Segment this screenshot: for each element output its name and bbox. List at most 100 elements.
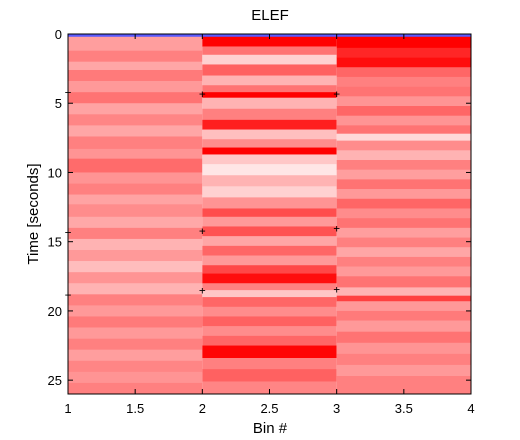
heatmap-cell-bin2-row14 xyxy=(202,147,337,155)
y-tick-label: 25 xyxy=(48,373,62,388)
heatmap-cell-bin3-row11 xyxy=(336,125,471,134)
heatmap-cell-bin2-row26 xyxy=(202,265,337,274)
heatmap-cell-bin2-row21 xyxy=(202,216,337,227)
boundary-marker: + xyxy=(333,222,340,235)
heatmap-cell-bin2-row28 xyxy=(202,283,337,291)
x-tick-label: 4 xyxy=(467,401,474,416)
heatmap-cell-bin2-row16 xyxy=(202,164,337,176)
heatmap-cell-bin3-row37 xyxy=(336,376,471,395)
heatmap-cell-bin3-row36 xyxy=(336,364,471,377)
heatmap-cell-bin1-row28 xyxy=(68,327,203,339)
x-axis-ticks: 1 1.5 2 2.5 3 3.5 4 xyxy=(64,34,475,416)
heatmap-cell-bin1-row17 xyxy=(68,204,203,218)
heatmap-cell-bin3-row14 xyxy=(336,150,471,161)
y-axis-label: Time [seconds] xyxy=(25,163,42,264)
heatmap-cell-bin1-row7 xyxy=(68,92,203,104)
heatmap-cell-bin2-row15 xyxy=(202,154,337,165)
heatmap-cell-bin2-row34 xyxy=(202,335,337,346)
heatmap-cell-bin3-row16 xyxy=(336,169,471,180)
heatmap-cell-bin3-row29 xyxy=(336,295,471,302)
heatmap-cell-bin3-row25 xyxy=(336,256,471,267)
heatmap-cell-bin2-row35 xyxy=(202,345,337,359)
heatmap-cell-bin2-row27 xyxy=(202,273,337,284)
heatmap-cell-bin2-row32 xyxy=(202,316,337,327)
heatmap-cell-bin1-row4 xyxy=(68,61,203,71)
heatmap-cell-bin1-row2 xyxy=(68,36,203,51)
heatmap-cell-bin2-row3 xyxy=(202,46,337,56)
heatmap-cell-bin1-row16 xyxy=(68,194,203,205)
heatmap-cell-bin1-row6 xyxy=(68,81,203,93)
heatmap-cell-bin3-row24 xyxy=(336,247,471,258)
heatmap-cell-bin3-row18 xyxy=(336,189,471,200)
heatmap-cell-bin3-row9 xyxy=(336,106,471,116)
heatmap-cells xyxy=(68,34,471,395)
heatmap-cell-bin2-row24 xyxy=(202,245,337,256)
heatmap-cell-bin1-row21 xyxy=(68,250,203,262)
x-tick-label: 3.5 xyxy=(395,401,413,416)
heatmap-cell-bin2-row30 xyxy=(202,297,337,308)
heatmap-cell-bin3-row30 xyxy=(336,301,471,312)
heatmap-cell-bin1-row5 xyxy=(68,70,203,82)
heatmap-cell-bin3-row19 xyxy=(336,198,471,209)
heatmap-cell-bin1-row25 xyxy=(68,294,203,306)
y-tick-label: 5 xyxy=(55,96,62,111)
x-axis-label: Bin # xyxy=(253,420,288,437)
heatmap-cell-bin3-row15 xyxy=(336,160,471,170)
heatmap-cell-bin1-row19 xyxy=(68,227,203,240)
heatmap-cell-bin1-row32 xyxy=(68,371,203,384)
heatmap-cell-bin1-row23 xyxy=(68,272,203,284)
heatmap-cell-bin3-row10 xyxy=(336,115,471,126)
boundary-marker: + xyxy=(199,88,206,101)
heatmap-cell-bin2-row25 xyxy=(202,255,337,266)
heatmap-cell-bin3-row13 xyxy=(336,140,471,151)
heatmap-cell-bin2-row20 xyxy=(202,208,337,218)
heatmap-cell-bin2-row13 xyxy=(202,139,337,148)
heatmap-cell-bin1-row11 xyxy=(68,136,203,150)
y-tick-label: 10 xyxy=(48,165,62,180)
y-tick-label: 20 xyxy=(48,304,62,319)
y-axis-ticks: 0 5 10 15 20 25 xyxy=(48,27,471,388)
heatmap-cell-bin1-row18 xyxy=(68,216,203,229)
heatmap-cell-bin2-row33 xyxy=(202,326,337,337)
heatmap-cell-bin1-row15 xyxy=(68,183,203,195)
heatmap-cell-bin2-row38 xyxy=(202,381,337,395)
heatmap-cell-bin3-row17 xyxy=(336,179,471,190)
heatmap-cell-bin1-row3 xyxy=(68,50,203,62)
heatmap-cell-bin3-row33 xyxy=(336,331,471,344)
boundary-marker: + xyxy=(333,88,340,101)
heatmap-cell-bin1-row12 xyxy=(68,148,203,159)
heatmap-cell-bin1-row31 xyxy=(68,360,203,373)
boundary-marker: + xyxy=(333,283,340,296)
x-tick-label: 2.5 xyxy=(260,401,278,416)
heatmap-cell-bin2-row10 xyxy=(202,108,337,121)
heatmap-cell-bin3-row6 xyxy=(336,76,471,87)
heatmap-cell-bin2-row9 xyxy=(202,97,337,110)
heatmap-cell-bin3-row4 xyxy=(336,57,471,68)
heatmap-cell-bin1-row10 xyxy=(68,125,203,137)
y-tick-label: 0 xyxy=(55,27,62,42)
heatmap-cell-bin3-row21 xyxy=(336,218,471,229)
heatmap-cell-bin1-row9 xyxy=(68,114,203,126)
heatmap-cell-bin3-row12 xyxy=(336,133,471,141)
heatmap-cell-bin3-row3 xyxy=(336,47,471,58)
x-tick-label: 2 xyxy=(199,401,206,416)
x-tick-label: 1 xyxy=(64,401,71,416)
heatmap-cell-bin2-row19 xyxy=(202,197,337,209)
heatmap-cell-bin2-row18 xyxy=(202,186,337,198)
y-tick-label: 15 xyxy=(48,235,62,250)
chart-title: ELEF xyxy=(251,7,289,24)
heatmap-cell-bin3-row8 xyxy=(336,96,471,107)
heatmap-cell-bin2-row6 xyxy=(202,75,337,86)
heatmap-cell-bin3-row35 xyxy=(336,353,471,366)
heatmap-cell-bin2-row31 xyxy=(202,306,337,317)
heatmap-cell-bin3-row31 xyxy=(336,310,471,321)
heatmap-cell-bin3-row27 xyxy=(336,276,471,288)
heatmap-cell-bin2-row4 xyxy=(202,54,337,65)
heatmap-cell-bin1-row8 xyxy=(68,103,203,115)
heatmap-cell-bin3-row20 xyxy=(336,208,471,219)
heatmap-cell-bin2-row23 xyxy=(202,236,337,247)
heatmap-cell-bin3-row7 xyxy=(336,86,471,97)
heatmap-cell-bin1-row20 xyxy=(68,238,203,251)
heatmap-cell-bin1-row29 xyxy=(68,338,203,350)
